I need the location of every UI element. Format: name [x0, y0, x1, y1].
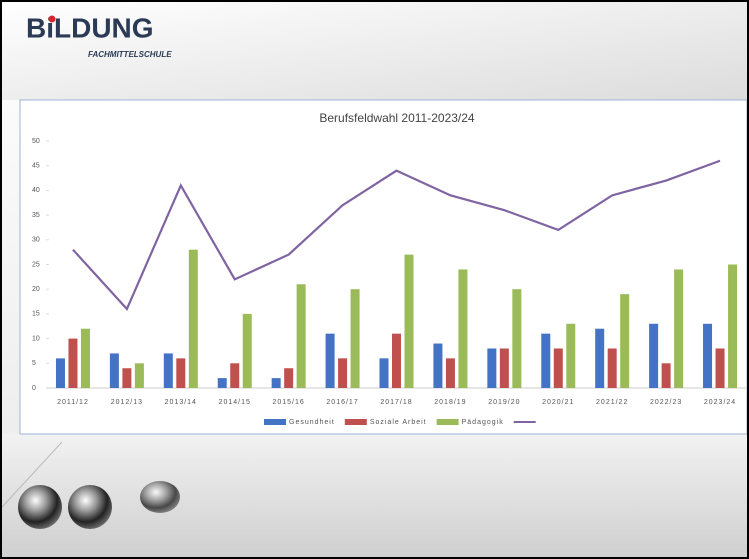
y-tick-label: 35	[32, 212, 40, 219]
slide: BiLDUNG FACHMITTELSCHULE Berufsfeldwahl …	[0, 0, 749, 559]
y-tick-label: 25	[32, 261, 40, 268]
footer-bg	[2, 434, 747, 557]
y-tick-label: 5	[32, 360, 36, 367]
bar	[81, 329, 90, 388]
bar	[110, 353, 119, 388]
legend-label: Gesundheit	[289, 419, 335, 426]
bar	[297, 284, 306, 388]
y-tick-label: 15	[32, 311, 40, 318]
bar	[405, 255, 414, 388]
ball	[140, 481, 180, 513]
x-tick-label: 2012/13	[111, 399, 143, 406]
x-tick-label: 2017/18	[380, 399, 412, 406]
bar	[649, 324, 658, 388]
x-tick-label: 2014/15	[219, 399, 251, 406]
bar	[189, 250, 198, 388]
bar	[218, 378, 227, 388]
bar	[135, 363, 144, 388]
bar	[380, 358, 389, 388]
bar	[728, 265, 737, 389]
x-tick-label: 2022/23	[650, 399, 682, 406]
bar	[176, 358, 185, 388]
legend-swatch	[345, 419, 367, 425]
bar	[608, 348, 617, 388]
bar	[68, 339, 77, 388]
bar	[703, 324, 712, 388]
bar	[674, 269, 683, 388]
x-tick-label: 2019/20	[488, 399, 520, 406]
chart: BiLDUNG FACHMITTELSCHULE Berufsfeldwahl …	[2, 2, 747, 557]
bar	[620, 294, 629, 388]
chart-title: Berufsfeldwahl 2011-2023/24	[319, 111, 475, 125]
bar	[392, 334, 401, 388]
bar	[284, 368, 293, 388]
bar	[433, 344, 442, 388]
bar	[272, 378, 281, 388]
y-tick-label: 10	[32, 335, 40, 342]
x-tick-label: 2018/19	[434, 399, 466, 406]
bar	[164, 353, 173, 388]
bar	[716, 348, 725, 388]
bar	[662, 363, 671, 388]
bar	[566, 324, 575, 388]
bar	[351, 289, 360, 388]
legend-swatch	[264, 419, 286, 425]
legend-label: Pädagogik	[462, 419, 504, 426]
bar	[446, 358, 455, 388]
x-tick-label: 2013/14	[165, 399, 197, 406]
bar	[243, 314, 252, 388]
y-tick-label: 50	[32, 138, 40, 145]
x-tick-label: 2016/17	[326, 399, 358, 406]
bar	[595, 329, 604, 388]
bar	[230, 363, 239, 388]
bar	[458, 269, 467, 388]
y-tick-label: 45	[32, 163, 40, 170]
bar	[500, 348, 509, 388]
x-tick-label: 2015/16	[272, 399, 304, 406]
bar	[122, 368, 131, 388]
y-tick-label: 30	[32, 237, 40, 244]
y-tick-label: 0	[32, 385, 36, 392]
x-tick-label: 2023/24	[704, 399, 736, 406]
logo-dot	[49, 16, 56, 23]
bar	[512, 289, 521, 388]
bar	[554, 348, 563, 388]
y-tick-label: 20	[32, 286, 40, 293]
legend-label: Soziale Arbeit	[370, 419, 427, 426]
bar	[541, 334, 550, 388]
bar	[338, 358, 347, 388]
legend-swatch	[437, 419, 459, 425]
y-tick-label: 40	[32, 187, 40, 194]
ball	[18, 485, 62, 529]
bar	[487, 348, 496, 388]
x-tick-label: 2011/12	[57, 399, 89, 406]
x-tick-label: 2021/22	[596, 399, 628, 406]
ball	[68, 485, 112, 529]
logo: BiLDUNG	[26, 12, 154, 43]
logo-subtitle: FACHMITTELSCHULE	[88, 50, 172, 59]
bar	[326, 334, 335, 388]
bar	[56, 358, 65, 388]
x-tick-label: 2020/21	[542, 399, 574, 406]
